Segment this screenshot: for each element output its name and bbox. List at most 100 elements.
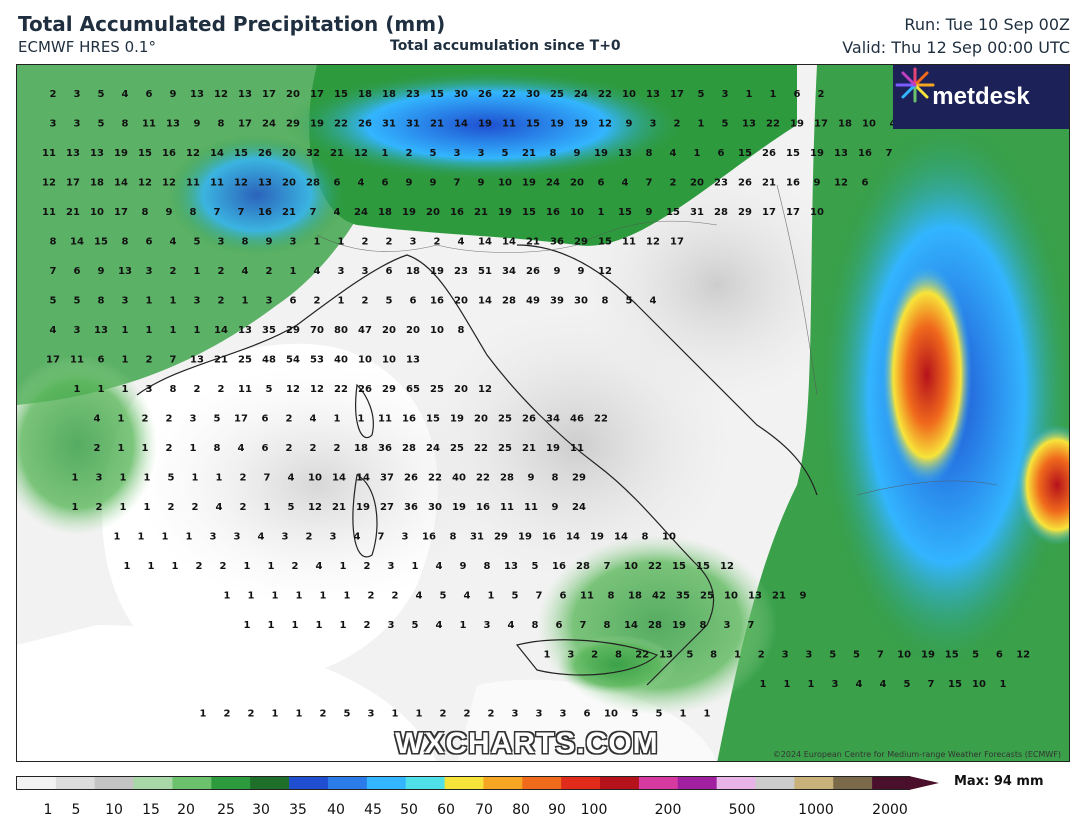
precip-value-label: 25 [498, 443, 512, 454]
precip-value-label: 3 [536, 709, 543, 720]
precip-value-label: 6 [290, 296, 297, 307]
precip-value-label: 14 [356, 473, 370, 484]
precip-value-label: 18 [378, 207, 392, 218]
precip-value-label: 12 [834, 178, 848, 189]
precip-value-label: 8 [214, 443, 221, 454]
precip-value-label: 19 [672, 620, 686, 631]
precip-value-label: 14 [478, 296, 492, 307]
legend-color-bar [16, 776, 910, 790]
precip-value-label: 10 [382, 355, 396, 366]
alps-blue-band [287, 70, 687, 180]
precip-value-label: 1 [760, 679, 767, 690]
precip-value-label: 1 [808, 679, 815, 690]
precip-value-label: 3 [146, 384, 153, 395]
precip-value-label: 1 [98, 384, 105, 395]
ecmwf-copyright: ©2024 European Centre for Medium-range W… [772, 750, 1061, 759]
precip-value-label: 35 [262, 325, 276, 336]
precip-value-label: 5 [98, 89, 105, 100]
precip-value-label: 6 [794, 89, 801, 100]
precip-value-label: 19 [478, 119, 492, 130]
precip-value-labels: 2 3 5 4 6 9 13 12 13 17 20 17 15 18 18 23 15 30 26 22 30 25 24… [42, 89, 1030, 720]
precip-value-label: 65 [406, 384, 420, 395]
precip-value-label: 7 [604, 561, 611, 572]
precip-value-label: 13 [659, 650, 673, 661]
precip-value-label: 7 [748, 620, 755, 631]
precip-value-label: 11 [70, 355, 84, 366]
precip-value-label: 7 [50, 266, 57, 277]
precip-value-label: 26 [358, 384, 372, 395]
precip-value-label: 12 [598, 119, 612, 130]
precip-value-label: 1 [338, 296, 345, 307]
precip-value-label: 2 [364, 620, 371, 631]
precip-value-label: 5 [853, 650, 860, 661]
precip-value-label: 5 [74, 296, 81, 307]
precip-value-label: 5 [386, 296, 393, 307]
legend-swatch [366, 777, 407, 789]
precip-value-label: 9 [528, 473, 535, 484]
precip-value-label: 22 [476, 473, 490, 484]
precip-value-label: 25 [238, 355, 252, 366]
legend-tick-label: 5 [72, 802, 81, 818]
precip-value-label: 2 [142, 414, 149, 425]
precip-value-label: 19 [550, 119, 564, 130]
precip-value-label: 18 [354, 443, 368, 454]
precip-value-label: 80 [334, 325, 348, 336]
precip-value-label: 13 [66, 148, 80, 159]
precip-value-label: 8 [122, 237, 129, 248]
precip-value-label: 9 [578, 266, 585, 277]
precip-value-label: 14 [478, 237, 492, 248]
legend-tick-label: 40 [327, 802, 345, 818]
precip-value-label: 3 [210, 532, 217, 543]
precip-value-label: 1 [72, 473, 79, 484]
precip-value-label: 12 [646, 237, 660, 248]
precip-value-label: 8 [142, 207, 149, 218]
precip-value-label: 12 [162, 178, 176, 189]
precip-value-label: 16 [450, 207, 464, 218]
precip-value-label: 31 [382, 119, 396, 130]
precip-value-label: 12 [138, 178, 152, 189]
precip-value-label: 2 [386, 237, 393, 248]
precip-value-label: 14 [114, 178, 128, 189]
precip-value-label: 20 [454, 384, 468, 395]
precip-value-label: 10 [308, 473, 322, 484]
precip-value-label: 11 [142, 119, 156, 130]
precip-value-label: 5 [972, 650, 979, 661]
precip-value-label: 22 [594, 414, 608, 425]
color-scale-legend: 1 5 10 15 20 25 30 35 40 45 50 60 70 80 90 100 200 500 100… [16, 776, 956, 826]
precip-value-label: 1 [186, 532, 193, 543]
precip-value-label: 15 [426, 414, 440, 425]
precip-value-label: 1 [242, 296, 249, 307]
precipitation-map[interactable]: 2 3 5 4 6 9 13 12 13 17 20 17 15 18 18 23 15 30 26 22 30 25 24… [16, 64, 1070, 762]
legend-tick-label: 100 [581, 802, 608, 818]
precip-value-label: 4 [122, 89, 129, 100]
precip-value-label: 15 [786, 148, 800, 159]
metdesk-logo-icon [895, 67, 935, 103]
precip-value-label: 8 [484, 561, 491, 572]
precip-value-label: 3 [650, 119, 657, 130]
precip-value-label: 1 [698, 119, 705, 130]
precip-value-label: 10 [897, 650, 911, 661]
precip-value-label: 10 [972, 679, 986, 690]
precip-value-label: 7 [454, 178, 461, 189]
precip-value-label: 5 [502, 148, 509, 159]
legend-swatch [872, 777, 909, 789]
precip-value-label: 14 [502, 237, 516, 248]
precip-value-label: 10 [430, 325, 444, 336]
precip-value-label: 36 [550, 237, 564, 248]
precip-value-label: 16 [858, 148, 872, 159]
precip-value-label: 3 [388, 561, 395, 572]
map-canvas: 2 3 5 4 6 9 13 12 13 17 20 17 15 18 18 23 15 30 26 22 30 25 24… [17, 65, 1069, 761]
legend-tick-labels: 1 5 10 15 20 25 30 35 40 45 50 60 70 80 90 100 200 500 100… [44, 802, 908, 818]
precip-value-label: 22 [428, 473, 442, 484]
precip-value-label: 4 [50, 325, 57, 336]
precip-value-label: 2 [50, 89, 57, 100]
precip-value-label: 3 [782, 650, 789, 661]
precip-value-label: 34 [502, 266, 516, 277]
precip-value-label: 4 [436, 561, 443, 572]
precip-value-label: 9 [626, 119, 633, 130]
precip-value-label: 18 [406, 266, 420, 277]
precip-value-label: 1 [194, 325, 201, 336]
precip-value-label: 2 [320, 709, 327, 720]
precip-value-label: 19 [810, 148, 824, 159]
precip-value-label: 22 [766, 119, 780, 130]
